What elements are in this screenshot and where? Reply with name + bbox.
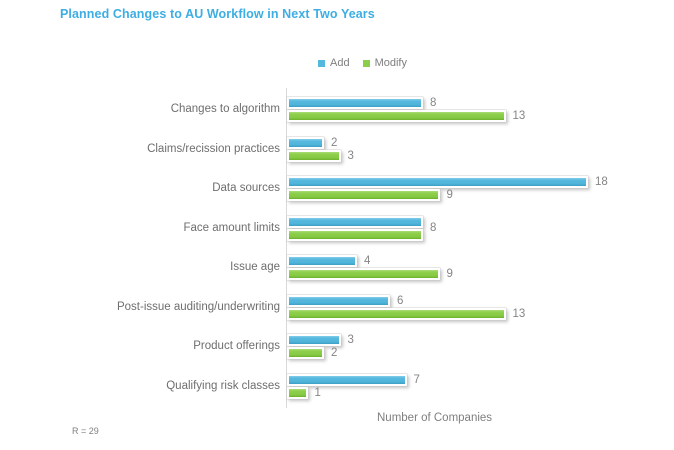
sample-size-footnote: R = 29 (72, 426, 99, 436)
legend-item-modify: Modify (362, 57, 407, 69)
category-label: Changes to algorithm (170, 103, 280, 115)
bar-add-4 (287, 255, 357, 267)
legend: Add Modify (318, 57, 407, 69)
bar-modify-6 (287, 347, 324, 359)
bar-add-1 (287, 136, 324, 149)
bar-add-6 (287, 334, 341, 346)
legend-item-add: Add (318, 57, 350, 69)
value-label-add-5: 6 (397, 294, 404, 307)
legend-label-add: Add (330, 57, 350, 69)
value-label-modify-5: 13 (512, 307, 526, 320)
bar-modify-7 (287, 386, 308, 399)
value-label-add-0: 8 (430, 97, 437, 109)
value-label-modify-1: 3 (347, 149, 354, 162)
x-axis-title: Number of Companies (377, 412, 493, 424)
value-label-add-1: 2 (331, 136, 338, 149)
value-label-modify-2: 9 (446, 189, 453, 201)
value-label-add-6: 3 (347, 334, 354, 346)
value-label-modify-6: 2 (331, 347, 338, 359)
category-label: Product offerings (193, 340, 280, 352)
category-label: Post-issue auditing/underwriting (116, 300, 280, 313)
value-label-add-7: 7 (413, 373, 420, 386)
category-label: Claims/recission practices (147, 142, 280, 155)
value-label-modify-0: 13 (512, 110, 526, 122)
value-label-add-2: 18 (595, 176, 608, 188)
chart-title: Planned Changes to AU Workflow in Next T… (60, 7, 375, 21)
legend-label-modify: Modify (374, 57, 407, 69)
bar-modify-2 (287, 189, 440, 201)
bar-add-3 (287, 215, 423, 228)
value-label-modify-7: 1 (314, 386, 321, 399)
legend-swatch-add-icon (318, 59, 325, 67)
y-axis-line (286, 88, 287, 408)
bar-modify-5 (287, 307, 506, 320)
bar-modify-0 (287, 110, 506, 122)
category-label: Qualifying risk classes (166, 379, 280, 392)
bar-add-2 (287, 176, 588, 188)
legend-swatch-modify-icon (362, 59, 370, 67)
bar-modify-4 (287, 268, 440, 280)
value-label-merged-3: 8 (430, 222, 437, 234)
value-label-add-4: 4 (364, 255, 371, 267)
category-label: Face amount limits (183, 221, 280, 234)
bar-add-5 (287, 294, 390, 307)
bar-add-7 (287, 373, 407, 386)
category-label: Issue age (230, 261, 280, 273)
bar-add-0 (287, 97, 423, 109)
bar-modify-3 (287, 228, 423, 241)
category-label: Data sources (212, 182, 280, 194)
bar-modify-1 (287, 149, 341, 162)
value-label-modify-4: 9 (446, 268, 453, 280)
